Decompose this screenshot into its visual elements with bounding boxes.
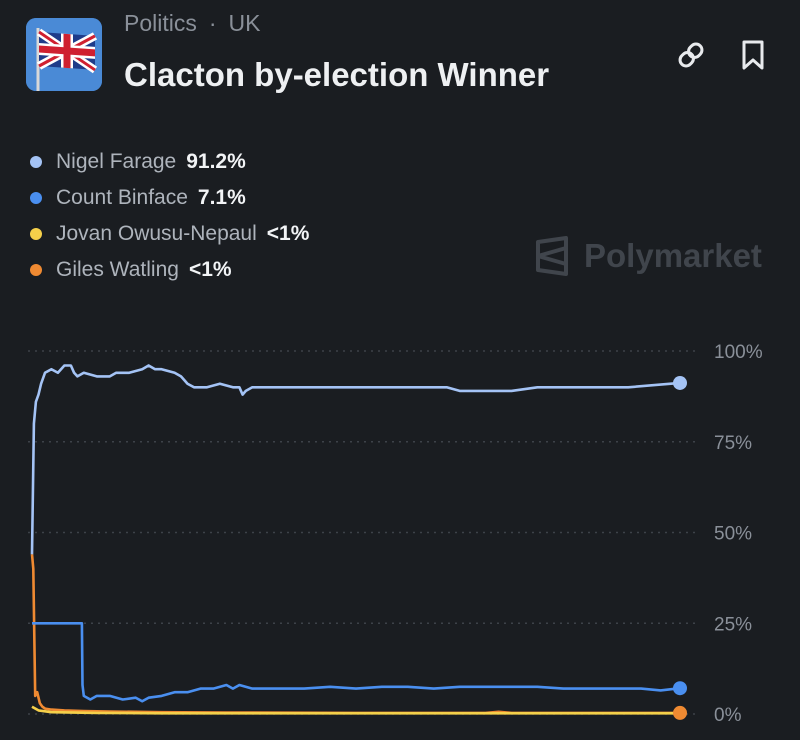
- series-endpoint[interactable]: [673, 705, 687, 720]
- chart-endpoints: [673, 375, 687, 720]
- legend-item: Giles Watling <1%: [30, 252, 309, 288]
- polymarket-watermark: Polymarket: [532, 236, 762, 276]
- legend-value: <1%: [188, 258, 232, 281]
- legend-name: Giles Watling: [56, 258, 179, 281]
- uk-flag-icon: [26, 18, 102, 91]
- legend-item: Count Binface 7.1%: [30, 180, 309, 216]
- legend-value: 91.2%: [186, 150, 246, 173]
- y-tick-label: 100%: [714, 342, 763, 363]
- y-axis-ticks: 100% 75% 50% 25% 0%: [714, 342, 763, 726]
- series-endpoint[interactable]: [673, 375, 687, 390]
- breadcrumb: Politics · UK: [124, 10, 260, 37]
- series-endpoint[interactable]: [673, 681, 687, 696]
- price-chart[interactable]: 100% 75% 50% 25% 0%: [0, 330, 800, 740]
- market-title: Clacton by-election Winner: [124, 56, 550, 93]
- y-tick-label: 50%: [714, 524, 752, 545]
- bookmark-button[interactable]: [736, 38, 770, 72]
- legend-dot: [30, 156, 42, 168]
- copy-link-button[interactable]: [674, 38, 708, 72]
- series-line: [30, 364, 681, 555]
- watermark-text: Polymarket: [584, 237, 762, 274]
- legend-item: Jovan Owusu-Nepaul <1%: [30, 216, 309, 252]
- link-icon: [678, 42, 704, 68]
- series-line: [32, 622, 681, 703]
- region-link[interactable]: UK: [228, 10, 261, 36]
- polymarket-logo-icon: [536, 236, 568, 276]
- chart-legend: Nigel Farage 91.2% Count Binface 7.1% Jo…: [30, 144, 309, 288]
- chart-series: [30, 364, 681, 715]
- legend-value: 7.1%: [197, 186, 246, 209]
- breadcrumb-separator: ·: [208, 10, 217, 36]
- legend-value: <1%: [266, 222, 310, 245]
- legend-dot: [30, 264, 42, 276]
- legend-item: Nigel Farage 91.2%: [30, 144, 309, 180]
- legend-dot: [30, 228, 42, 240]
- y-tick-label: 25%: [714, 614, 752, 635]
- category-link[interactable]: Politics: [124, 10, 197, 36]
- legend-name: Count Binface: [56, 186, 188, 209]
- y-tick-label: 0%: [714, 705, 742, 726]
- legend-dot: [30, 192, 42, 204]
- legend-name: Nigel Farage: [56, 150, 177, 173]
- bookmark-icon: [742, 40, 764, 70]
- chart-grid: [28, 350, 700, 715]
- series-line: [31, 705, 680, 715]
- legend-name: Jovan Owusu-Nepaul: [56, 222, 257, 245]
- y-tick-label: 75%: [714, 433, 752, 454]
